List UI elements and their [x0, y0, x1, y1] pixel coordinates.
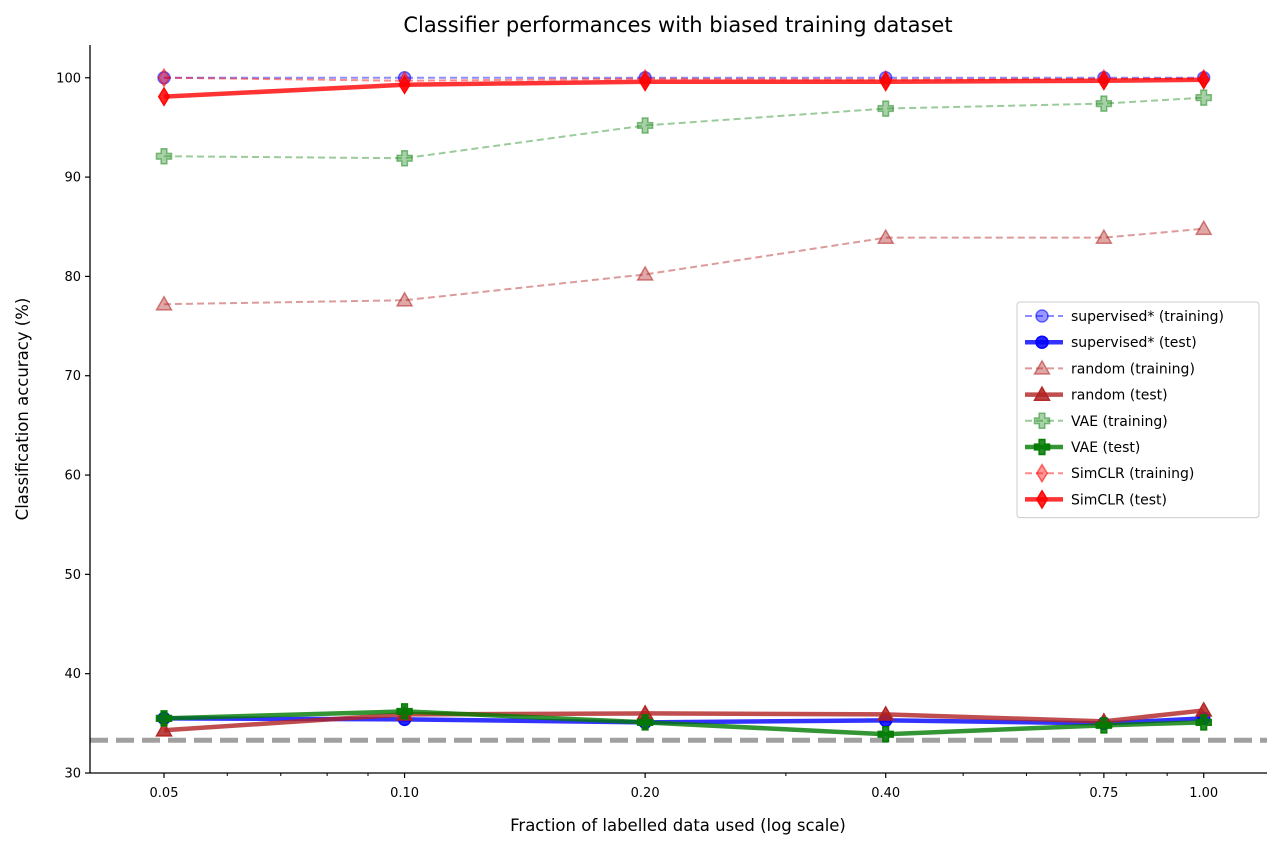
axes-layer: 30 40 50 60 70 80 90 100 0.05 0.10 0.20 0.40 0.75 1.0… — [56, 45, 1267, 801]
legend-marker-2 — [1033, 359, 1051, 375]
series-4-point-3 — [877, 100, 894, 117]
series-5-point-1 — [396, 703, 413, 720]
legend-entry-0: supervised* (training) — [1025, 309, 1224, 325]
series-2-point-1 — [395, 291, 414, 307]
legend: supervised* (training) supervised* (test)… — [1016, 301, 1260, 519]
y-tick-label-4: 70 — [64, 369, 81, 384]
legend-entry-2: random (training) — [1025, 359, 1195, 377]
series-7-point-4 — [1097, 70, 1111, 91]
x-tick-label-3: 0.40 — [871, 786, 900, 801]
series-line-6 — [163, 76, 1204, 82]
x-axis-label: Fraction of labelled data used (log scal… — [510, 816, 846, 835]
series-4 — [155, 89, 1212, 167]
series-2-point-4 — [1095, 228, 1113, 245]
series-line-3 — [163, 708, 1204, 733]
series-line-5 — [163, 709, 1204, 737]
series-5-point-3 — [877, 726, 894, 743]
x-tick-label-4: 0.75 — [1089, 786, 1118, 801]
legend-label-5: VAE (test) — [1071, 440, 1140, 456]
series-layer — [155, 67, 1213, 743]
y-tick-label-7: 100 — [56, 71, 81, 86]
y-tick-label-5: 80 — [64, 270, 81, 285]
x-tick-label-5: 1.00 — [1189, 786, 1218, 801]
series-2-point-3 — [876, 228, 895, 245]
series-line-7 — [163, 77, 1204, 99]
x-tick-label-0: 0.05 — [150, 786, 179, 801]
series-5-point-2 — [636, 714, 654, 731]
series-3-point-3 — [876, 705, 895, 721]
legend-box — [1016, 301, 1260, 519]
legend-label-4: VAE (training) — [1071, 414, 1168, 430]
series-5-point-5 — [1195, 714, 1212, 731]
y-axis-label: Classification accuracy (%) — [13, 298, 32, 521]
series-7-point-5 — [1197, 69, 1210, 90]
series-2 — [155, 219, 1213, 311]
legend-marker-3 — [1033, 385, 1051, 401]
y-tick-label-0: 30 — [64, 767, 81, 782]
series-5 — [155, 703, 1212, 743]
series-4-point-5 — [1195, 89, 1212, 106]
series-4-point-1 — [396, 149, 413, 167]
series-2-point-5 — [1194, 219, 1213, 236]
legend-marker-4 — [1033, 412, 1051, 430]
y-tick-label-2: 50 — [64, 568, 81, 583]
legend-label-3: random (test) — [1071, 388, 1168, 404]
legend-label-6: SimCLR (training) — [1071, 466, 1194, 482]
y-tick-label-1: 40 — [64, 667, 81, 682]
series-7-point-0 — [157, 86, 171, 107]
series-4-point-2 — [636, 117, 654, 134]
legend-entry-6: SimCLR (training) — [1025, 463, 1194, 484]
legend-marker-7 — [1035, 489, 1049, 510]
series-3 — [155, 701, 1213, 737]
legend-marker-5 — [1033, 438, 1051, 456]
series-2-point-2 — [636, 265, 654, 281]
series-line-2 — [163, 227, 1204, 306]
series-7-point-1 — [398, 74, 411, 95]
legend-marker-1 — [1035, 335, 1049, 349]
legend-label-1: supervised* (test) — [1071, 335, 1197, 351]
x-tick-label-2: 0.20 — [631, 786, 660, 801]
legend-label-0: supervised* (training) — [1071, 309, 1224, 325]
series-6-point-0 — [157, 67, 171, 88]
x-tick-label-1: 0.10 — [390, 786, 419, 801]
series-5-point-0 — [155, 710, 173, 727]
legend-entry-7: SimCLR (test) — [1025, 489, 1167, 510]
series-7-point-2 — [639, 71, 652, 92]
series-3-point-0 — [155, 721, 173, 737]
legend-label-2: random (training) — [1071, 361, 1195, 377]
series-2-point-0 — [155, 295, 173, 311]
legend-entry-1: supervised* (test) — [1025, 335, 1197, 351]
series-7-point-3 — [879, 71, 892, 92]
legend-entry-4: VAE (training) — [1025, 412, 1168, 430]
series-4-point-0 — [155, 147, 173, 165]
legend-entry-3: random (test) — [1025, 385, 1168, 404]
y-tick-label-6: 90 — [64, 171, 81, 186]
legend-marker-6 — [1035, 463, 1049, 484]
series-5-point-4 — [1095, 717, 1113, 734]
legend-entry-5: VAE (test) — [1025, 438, 1140, 456]
y-tick-label-3: 60 — [64, 469, 81, 484]
legend-marker-0 — [1035, 309, 1049, 323]
series-7 — [157, 69, 1210, 107]
legend-label-7: SimCLR (test) — [1071, 492, 1167, 508]
series-4-point-4 — [1095, 95, 1113, 112]
chart-title: Classifier performances with biased trai… — [403, 13, 952, 37]
series-line-4 — [163, 96, 1204, 160]
